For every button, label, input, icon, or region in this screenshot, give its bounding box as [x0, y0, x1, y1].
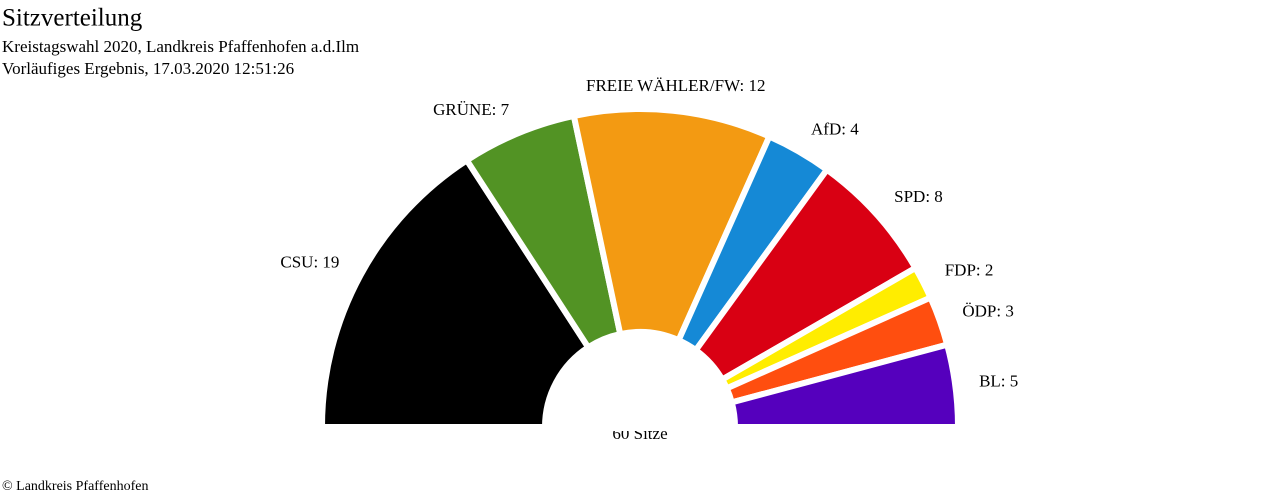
baseline-mask [317, 427, 963, 431]
wedge-label: FREIE WÄHLER/FW: 12 [586, 76, 765, 95]
center-label: 60 Sitze [612, 424, 667, 443]
footer: © Landkreis Pfaffenhofen [2, 479, 148, 494]
wedge-label: AfD: 4 [811, 120, 859, 139]
wedge-label: CSU: 19 [280, 253, 339, 272]
seat-wedge [318, 156, 593, 430]
chart-subtitle: Vorläufiges Ergebnis, 17.03.2020 12:51:2… [2, 59, 294, 78]
wedge-label: SPD: 8 [894, 187, 943, 206]
wedge-label: ÖDP: 3 [962, 302, 1013, 321]
wedge-label: GRÜNE: 7 [433, 100, 510, 119]
chart-title: Sitzverteilung [2, 5, 143, 32]
wedge-label: BL: 5 [979, 371, 1018, 390]
chart-subtitle: Kreistagswahl 2020, Landkreis Pfaffenhof… [2, 37, 359, 56]
wedge-label: FDP: 2 [945, 261, 994, 280]
seat-wedge [570, 106, 774, 345]
